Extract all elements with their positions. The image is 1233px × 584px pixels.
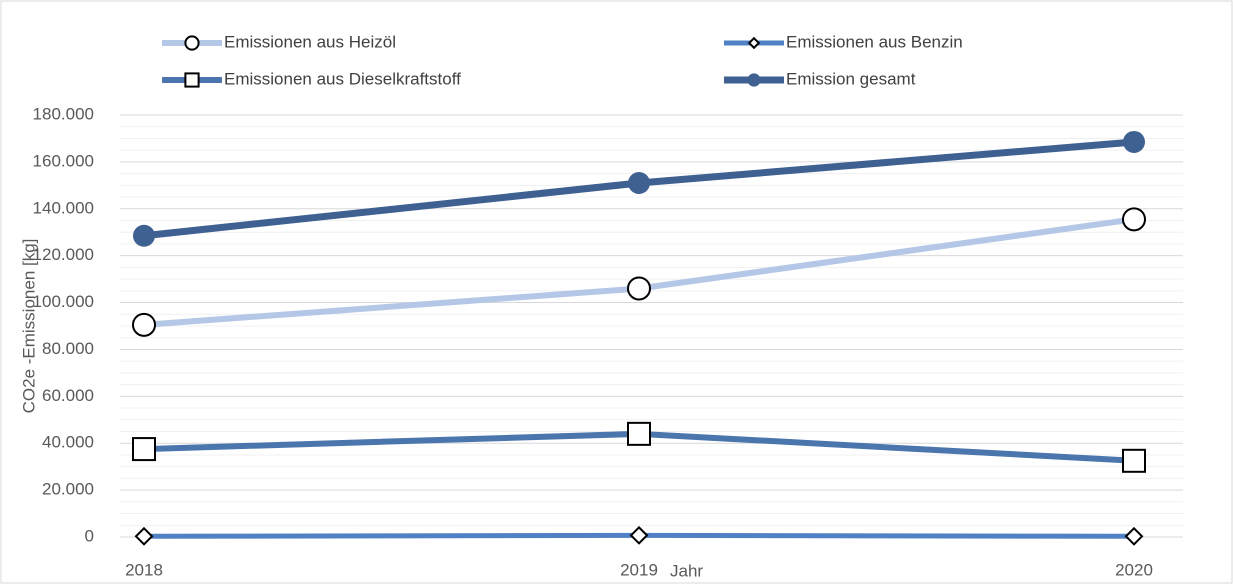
y-axis-label: CO2e -Emissionen [kg] bbox=[19, 239, 38, 414]
marker bbox=[627, 421, 651, 446]
y-tick-label: 120.000 bbox=[33, 245, 94, 264]
marker bbox=[132, 437, 156, 462]
x-tick-label: 2020 bbox=[1115, 560, 1153, 579]
y-tick-label: 0 bbox=[85, 526, 94, 545]
y-tick-label: 60.000 bbox=[42, 386, 94, 405]
marker bbox=[1122, 207, 1146, 232]
marker bbox=[184, 72, 200, 88]
marker bbox=[133, 224, 155, 247]
marker bbox=[1122, 448, 1146, 473]
y-tick-label: 160.000 bbox=[33, 151, 94, 170]
legend-label: Emissionen aus Benzin bbox=[786, 32, 963, 51]
y-tick-label: 180.000 bbox=[33, 104, 94, 123]
marker bbox=[747, 73, 761, 87]
y-tick-label: 80.000 bbox=[42, 339, 94, 358]
series bbox=[133, 130, 1145, 247]
series bbox=[132, 207, 1146, 337]
y-tick-label: 100.000 bbox=[33, 292, 94, 311]
series bbox=[132, 421, 1146, 473]
marker bbox=[629, 525, 649, 545]
series bbox=[134, 525, 1144, 546]
x-axis-label: Jahr bbox=[670, 561, 703, 580]
y-tick-label: 40.000 bbox=[42, 433, 94, 452]
legend-label: Emission gesamt bbox=[786, 69, 916, 88]
x-tick-label: 2018 bbox=[125, 560, 163, 579]
x-tick-label: 2019 bbox=[620, 560, 658, 579]
marker bbox=[747, 36, 761, 50]
marker bbox=[628, 171, 650, 194]
legend-item: Emissionen aus Dieselkraftstoff bbox=[162, 69, 461, 88]
legend-label: Emissionen aus Dieselkraftstoff bbox=[224, 69, 461, 88]
y-tick-label: 20.000 bbox=[42, 480, 94, 499]
marker bbox=[627, 276, 651, 301]
marker bbox=[1123, 130, 1145, 153]
legend-label: Emissionen aus Heizöl bbox=[224, 32, 396, 51]
marker bbox=[184, 35, 200, 51]
marker bbox=[1124, 526, 1144, 546]
y-tick-label: 140.000 bbox=[33, 198, 94, 217]
marker bbox=[132, 312, 156, 337]
legend-item: Emissionen aus Heizöl bbox=[162, 32, 396, 51]
legend-item: Emissionen aus Benzin bbox=[724, 32, 963, 51]
legend-item: Emission gesamt bbox=[724, 69, 916, 88]
marker bbox=[134, 526, 154, 546]
